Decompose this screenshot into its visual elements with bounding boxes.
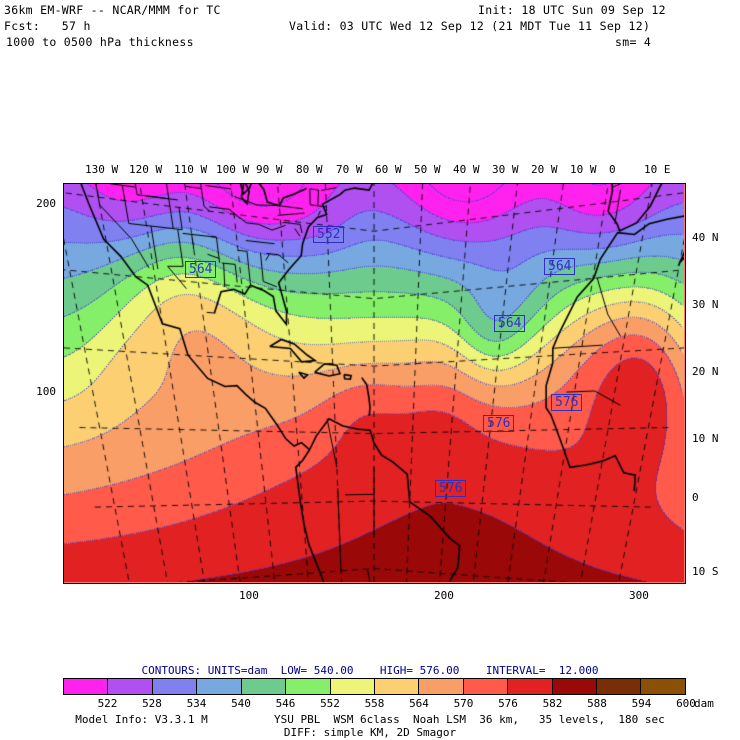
header-smoothing-line: sm= 4 bbox=[615, 35, 652, 49]
header-field-line: 1000 to 0500 hPa thickness bbox=[6, 35, 194, 49]
colorbar-swatch-552 bbox=[286, 679, 331, 694]
header-init-line: Init: 18 UTC Sun 09 Sep 12 bbox=[478, 3, 666, 17]
lat-tick-20N: 20 N bbox=[692, 365, 719, 378]
colorbar-tick-570: 570 bbox=[453, 697, 474, 710]
x-grid-tick-100: 100 bbox=[239, 589, 259, 602]
x-grid-tick-300: 300 bbox=[629, 589, 649, 602]
colorbar-swatch-534 bbox=[152, 679, 198, 694]
lon-tick-100W: 100 W bbox=[216, 163, 250, 176]
lon-tick-10W: 10 W bbox=[570, 163, 597, 176]
colorbar-swatch-522 bbox=[64, 679, 109, 694]
colorbar-unit-label: dam bbox=[694, 697, 714, 710]
colorbar-swatch-546 bbox=[241, 679, 287, 694]
lon-tick-0: 0 bbox=[609, 163, 616, 176]
colorbar-swatch-570 bbox=[419, 679, 464, 694]
colorbar-swatch-528 bbox=[108, 679, 153, 694]
colorbar-tick-528: 528 bbox=[142, 697, 162, 710]
colorbar-tick-534: 534 bbox=[186, 697, 207, 710]
lon-tick-70W: 70 W bbox=[336, 163, 363, 176]
lon-tick-130W: 130 W bbox=[85, 163, 119, 176]
map-plot-area[interactable]: 552 564 564 564 576 576 576 bbox=[63, 183, 686, 584]
contour-label-564-1: 564 bbox=[185, 261, 217, 278]
colorbar[interactable] bbox=[63, 678, 686, 695]
colorbar-swatch-600 bbox=[641, 679, 685, 694]
colorbar-swatch-582 bbox=[508, 679, 553, 694]
lon-tick-50W: 50 W bbox=[414, 163, 441, 176]
footer-model-info: Model Info: V3.3.1 M YSU PBL WSM 6class … bbox=[75, 713, 665, 726]
header-forecast-line: Fcst: 57 h bbox=[4, 19, 91, 33]
colorbar-tick-540: 540 bbox=[231, 697, 251, 710]
contour-label-576-4: 576 bbox=[551, 394, 583, 411]
colorbar-swatch-576 bbox=[463, 679, 509, 694]
colorbar-tick-588: 588 bbox=[587, 697, 607, 710]
colorbar-tick-582: 582 bbox=[542, 697, 563, 710]
footer-diff-info: DIFF: simple KM, 2D Smagor bbox=[283, 726, 457, 739]
lon-tick-110W: 110 W bbox=[174, 163, 208, 176]
thickness-field-canvas bbox=[64, 184, 684, 582]
lat-tick-40N: 40 N bbox=[692, 231, 719, 244]
colorbar-swatch-588 bbox=[552, 679, 598, 694]
contour-label-576-5: 576 bbox=[483, 415, 515, 432]
header-valid-line: Valid: 03 UTC Wed 12 Sep 12 (21 MDT Tue … bbox=[289, 19, 651, 33]
lon-tick-10E: 10 E bbox=[644, 163, 671, 176]
x-grid-tick-200: 200 bbox=[434, 589, 454, 602]
y-grid-tick-200: 200 bbox=[36, 197, 56, 210]
lat-tick-10S: 10 S bbox=[692, 565, 719, 578]
colorbar-swatch-540 bbox=[197, 679, 242, 694]
lon-tick-120W: 120 W bbox=[129, 163, 163, 176]
contour-label-564-3: 564 bbox=[494, 315, 526, 332]
colorbar-tick-564: 564 bbox=[409, 697, 429, 710]
lon-tick-90W: 90 W bbox=[256, 163, 283, 176]
colorbar-tick-546: 546 bbox=[275, 697, 296, 710]
header-model-line: 36km EM-WRF -- NCAR/MMM for TC bbox=[4, 3, 221, 17]
lon-tick-40W: 40 W bbox=[453, 163, 480, 176]
colorbar-swatch-594 bbox=[597, 679, 642, 694]
contour-label-552-0: 552 bbox=[313, 226, 345, 243]
colorbar-tick-labels: 522 528 534 540 546 552 558 564 570 576 582 588 594 6… bbox=[63, 697, 696, 711]
lon-tick-60W: 60 W bbox=[375, 163, 402, 176]
colorbar-tick-558: 558 bbox=[364, 697, 385, 710]
colorbar-tick-576: 576 bbox=[498, 697, 518, 710]
contour-label-576-6: 576 bbox=[435, 480, 467, 497]
colorbar-tick-594: 594 bbox=[631, 697, 652, 710]
colorbar-tick-600: 600 bbox=[676, 697, 696, 710]
lat-tick-30N: 30 N bbox=[692, 298, 719, 311]
y-grid-tick-100: 100 bbox=[36, 385, 56, 398]
lat-tick-10N: 10 N bbox=[692, 432, 719, 445]
lon-tick-80W: 80 W bbox=[296, 163, 323, 176]
contour-label-564-2: 564 bbox=[544, 258, 576, 275]
colorbar-tick-552: 552 bbox=[320, 697, 340, 710]
colorbar-swatch-564 bbox=[374, 679, 420, 694]
colorbar-header: CONTOURS: UNITS=dam LOW= 540.00 HIGH= 57… bbox=[141, 664, 599, 677]
lat-tick-0: 0 bbox=[692, 491, 699, 504]
colorbar-tick-522: 522 bbox=[97, 697, 118, 710]
lon-tick-20W: 20 W bbox=[531, 163, 558, 176]
lon-tick-30W: 30 W bbox=[492, 163, 519, 176]
colorbar-swatch-558 bbox=[330, 679, 375, 694]
